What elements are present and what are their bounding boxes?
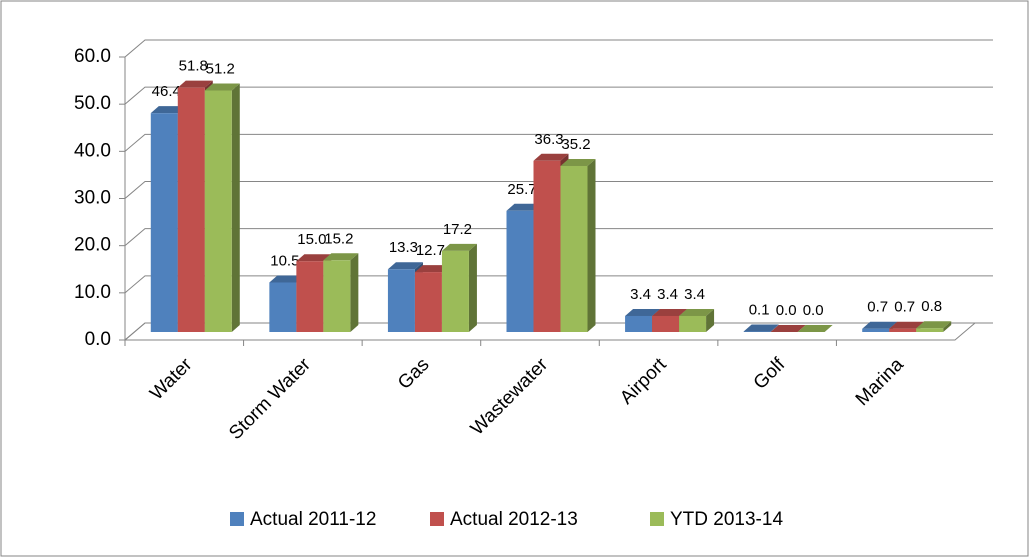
value-label: 46.4 (152, 83, 181, 100)
bar-top (414, 265, 450, 273)
bar-top (560, 158, 596, 166)
value-label: 0.0 (776, 302, 797, 319)
bar-side (350, 253, 359, 332)
bar-top (441, 243, 477, 251)
legend-swatch (230, 512, 244, 526)
bar-top (296, 254, 332, 262)
value-label: 15.2 (324, 230, 353, 247)
bar-front (625, 315, 653, 332)
bar-top (679, 308, 715, 316)
legend-label: Actual 2012-13 (450, 509, 578, 530)
bar-side (587, 158, 596, 332)
bar-top (533, 153, 569, 161)
grid-line (124, 275, 993, 294)
bar (679, 308, 715, 332)
bar-front (296, 261, 324, 332)
bar-top (743, 324, 779, 332)
legend-label: Actual 2011-12 (250, 509, 376, 530)
y-tick-label: 40.0 (74, 140, 111, 161)
value-label: 3.4 (684, 286, 705, 303)
value-label: 51.2 (206, 60, 235, 77)
bar-top (862, 321, 898, 329)
bar-top (889, 321, 925, 329)
bar-top (204, 83, 240, 91)
bar-top (323, 253, 359, 261)
y-tick-label: 30.0 (74, 188, 111, 209)
bar-front (269, 282, 297, 332)
bar-front (150, 113, 178, 332)
bar-top (387, 262, 423, 270)
bar-top (797, 325, 833, 332)
value-label: 17.2 (443, 221, 472, 238)
bar-side (943, 321, 952, 332)
y-tick-label: 20.0 (74, 235, 111, 256)
value-label: 0.1 (749, 301, 770, 318)
value-label: 0.7 (867, 299, 888, 316)
bar-front (323, 260, 351, 332)
bar (797, 325, 833, 332)
value-label: 36.3 (534, 131, 563, 148)
bar-front (177, 87, 205, 332)
value-label: 0.0 (803, 302, 824, 319)
value-label: 35.2 (561, 136, 590, 153)
grid-line (124, 228, 993, 247)
legend-swatch (430, 512, 444, 526)
bar-top (506, 203, 542, 211)
bar (204, 83, 240, 332)
y-tick-label: 60.0 (74, 46, 111, 67)
value-label: 3.4 (657, 286, 678, 303)
bar-top (150, 106, 186, 114)
value-label: 51.8 (179, 58, 208, 75)
bar-front (204, 90, 232, 332)
bar-front (560, 165, 588, 332)
value-label: 10.5 (270, 252, 299, 269)
bar (916, 321, 952, 332)
bar-front (387, 269, 415, 332)
value-label: 0.7 (894, 299, 915, 316)
value-label: 25.7 (507, 181, 536, 198)
bar-side (770, 324, 779, 332)
bar-side (706, 308, 715, 332)
bar-top (652, 308, 688, 316)
bar (441, 243, 477, 332)
bar-top (770, 325, 806, 332)
value-label: 15.0 (297, 231, 326, 248)
bar (323, 253, 359, 332)
bar (770, 325, 806, 332)
legend-label: YTD 2013-14 (670, 509, 783, 530)
bar-front (533, 160, 561, 332)
bar-side (231, 83, 240, 332)
bar-front (889, 328, 917, 332)
bar-front (414, 272, 442, 332)
bar-front (916, 328, 944, 332)
bar-side (468, 243, 477, 332)
y-tick-label: 0.0 (85, 329, 111, 350)
grid-line (124, 181, 993, 199)
grid-line (124, 133, 993, 152)
bar (743, 324, 779, 332)
bar-front (441, 250, 469, 332)
bar-top (269, 275, 305, 283)
bar-top (625, 308, 661, 316)
value-label: 12.7 (416, 242, 445, 259)
value-label: 0.8 (921, 298, 942, 315)
bar-front (862, 328, 890, 332)
value-label: 3.4 (630, 286, 651, 303)
grid-line (124, 39, 993, 58)
grid-line (124, 86, 993, 105)
bar (560, 158, 596, 332)
bar-front (679, 315, 707, 332)
bar-top (177, 80, 213, 88)
bar-front (652, 315, 680, 332)
bar-top (916, 321, 952, 329)
value-label: 13.3 (389, 239, 418, 256)
y-tick-label: 10.0 (74, 282, 111, 303)
bar-front (506, 210, 534, 332)
legend-swatch (650, 512, 664, 526)
y-tick-label: 50.0 (74, 93, 111, 114)
